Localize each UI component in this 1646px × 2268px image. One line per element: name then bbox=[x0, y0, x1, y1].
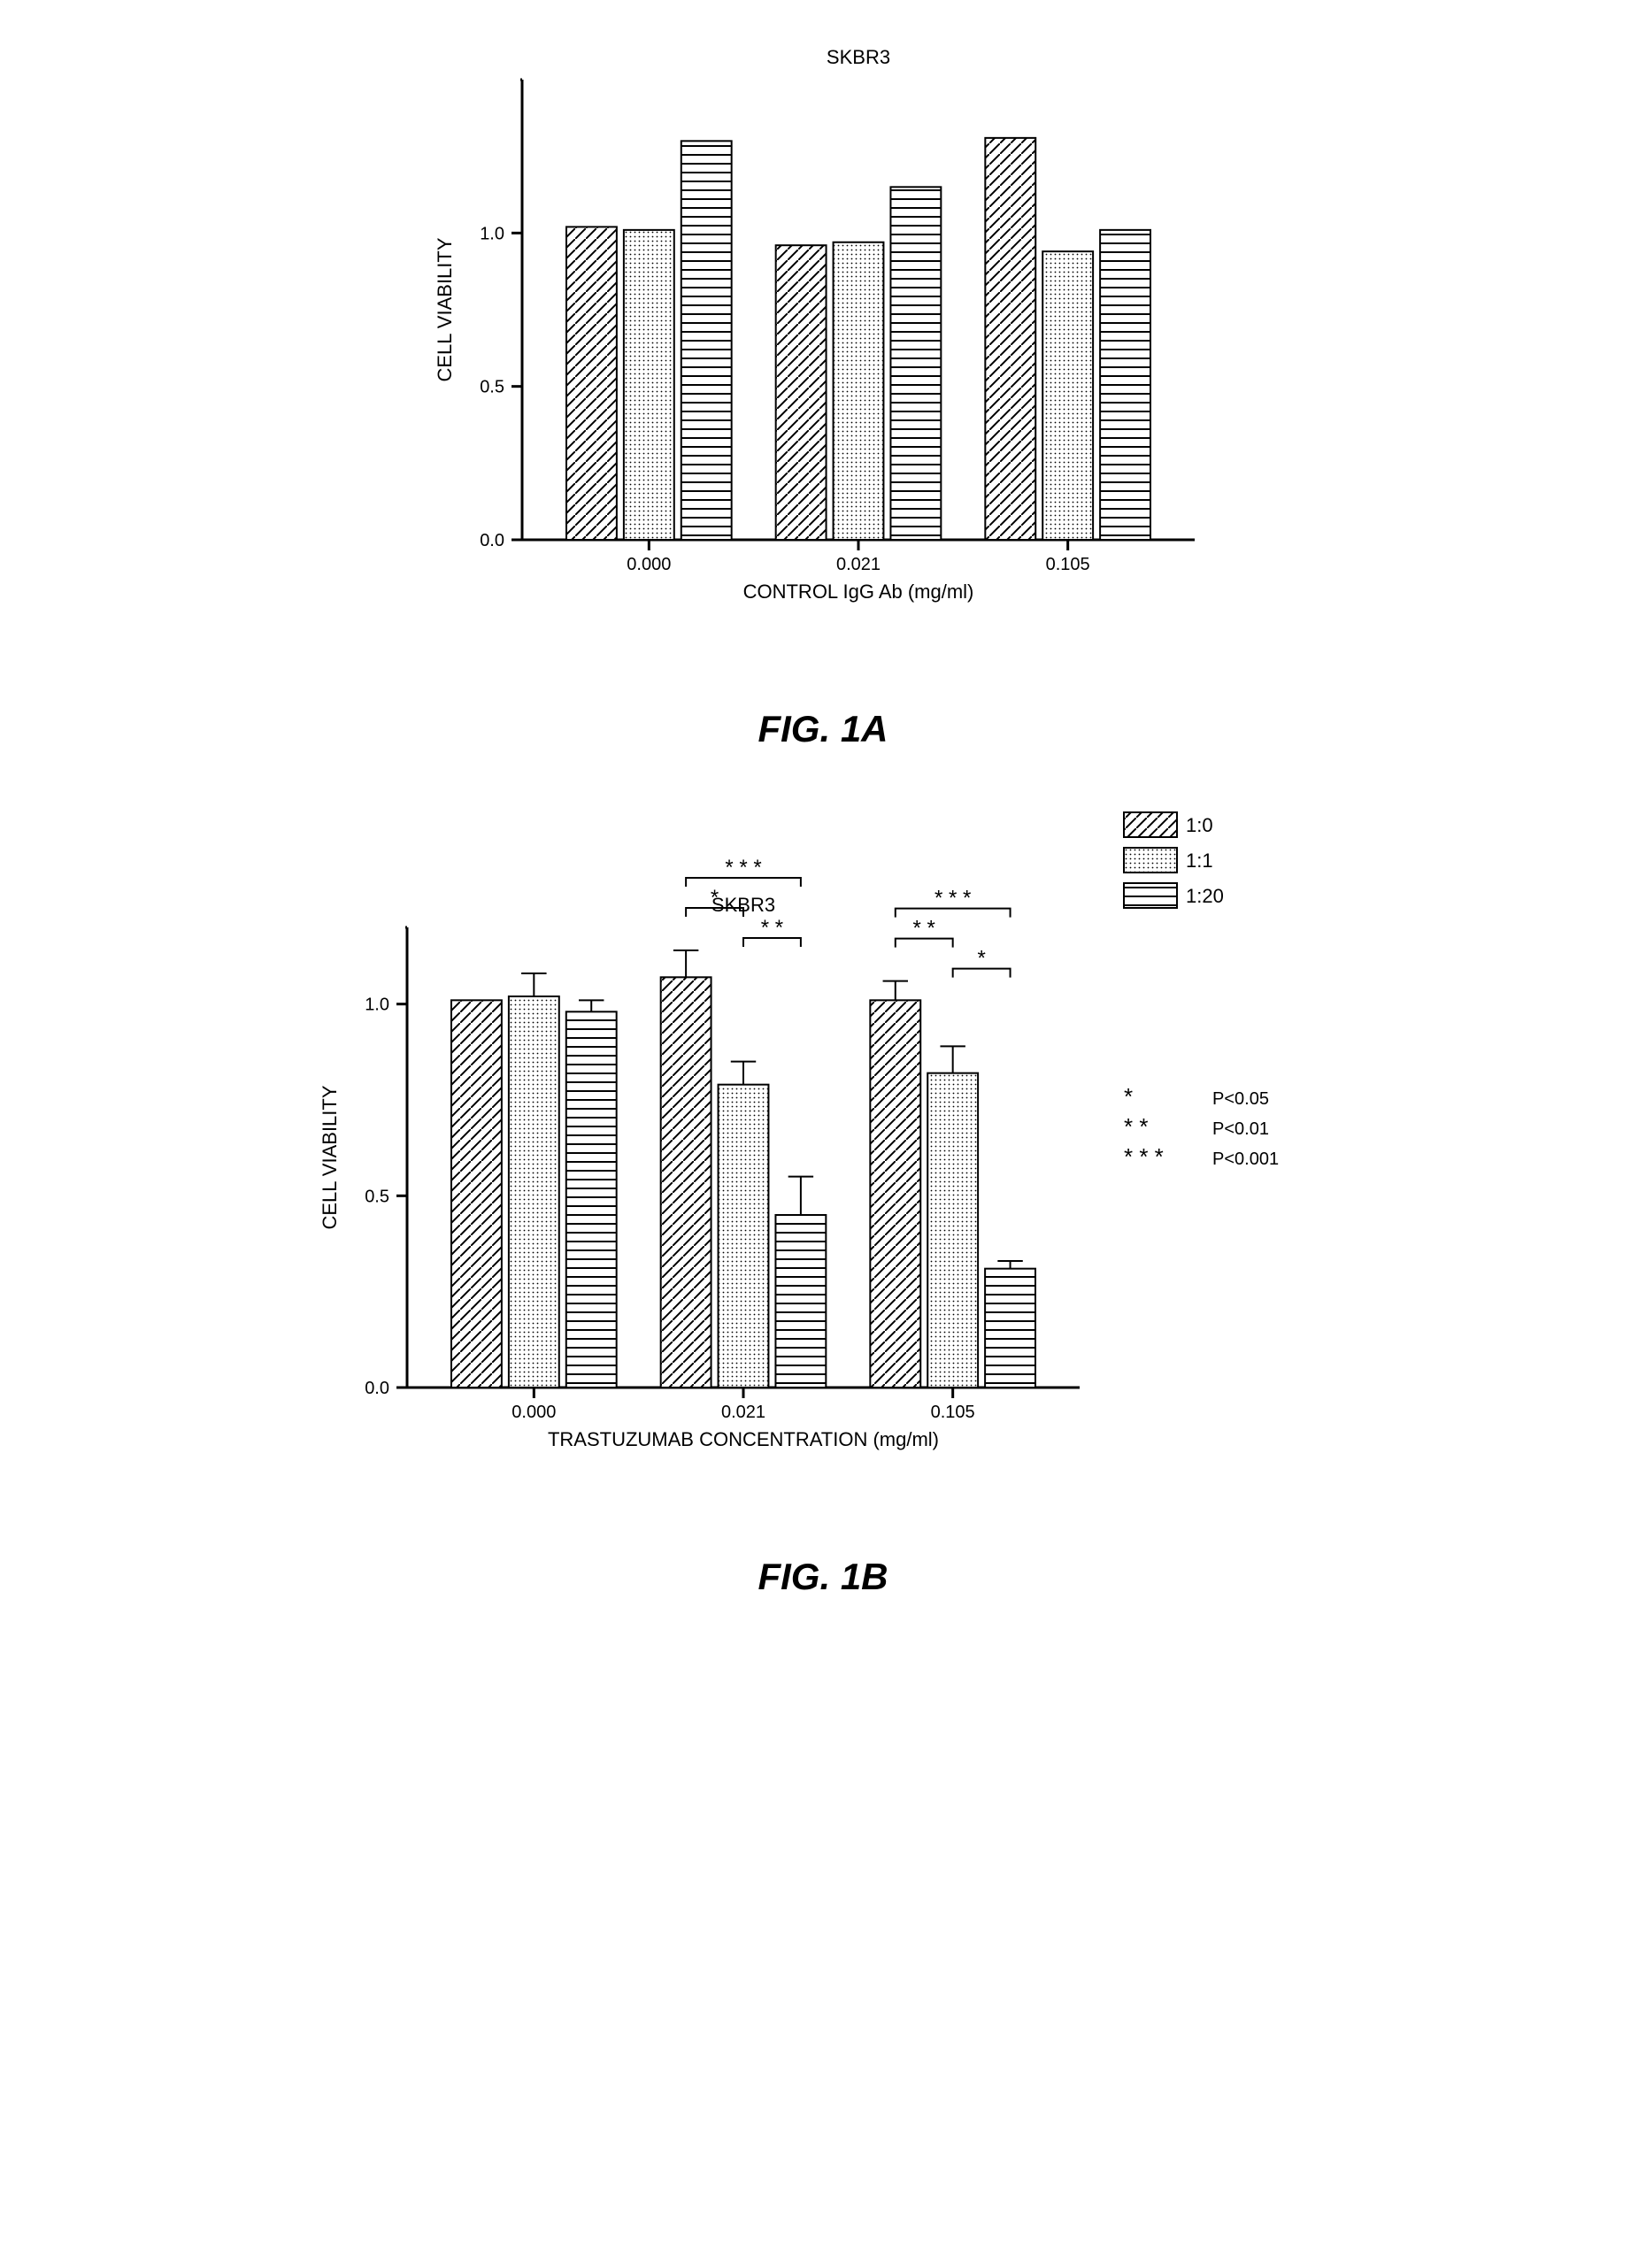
svg-text:0.105: 0.105 bbox=[931, 1403, 975, 1422]
svg-text:0.021: 0.021 bbox=[836, 555, 881, 574]
svg-text:P<0.01: P<0.01 bbox=[1212, 1119, 1269, 1139]
figure-1b-panel: 0.00.51.00.0000.0210.105SKBR3TRASTUZUMAB… bbox=[301, 786, 1345, 1494]
svg-text:0.105: 0.105 bbox=[1046, 555, 1090, 574]
figure-1b-label: FIG. 1B bbox=[758, 1556, 888, 1598]
figure-1b-chart: 0.00.51.00.0000.0210.105SKBR3TRASTUZUMAB… bbox=[301, 786, 1115, 1494]
figure-1a-label: FIG. 1A bbox=[758, 708, 888, 750]
svg-text:0.000: 0.000 bbox=[511, 1403, 556, 1422]
svg-text:CELL VIABILITY: CELL VIABILITY bbox=[319, 1085, 341, 1229]
svg-text:0.021: 0.021 bbox=[721, 1403, 765, 1422]
svg-text:0.5: 0.5 bbox=[480, 378, 504, 397]
svg-text:0.0: 0.0 bbox=[480, 531, 504, 550]
svg-text:* *: * * bbox=[761, 916, 783, 940]
svg-text:1:0: 1:0 bbox=[1186, 814, 1213, 836]
figure-1b-legend: 1:0 1:1 1:20 * P<0.05 * * P<0.01 * * * P<0.001 bbox=[1115, 786, 1345, 1246]
svg-text:*: * bbox=[711, 886, 719, 910]
svg-text:CONTROL IgG Ab (mg/ml): CONTROL IgG Ab (mg/ml) bbox=[743, 580, 974, 603]
svg-text:* *: * * bbox=[913, 917, 935, 941]
svg-text:*: * bbox=[977, 947, 985, 971]
svg-text:* * *: * * * bbox=[935, 887, 971, 911]
svg-text:1.0: 1.0 bbox=[480, 224, 504, 243]
svg-text:CELL VIABILITY: CELL VIABILITY bbox=[434, 237, 456, 381]
svg-text:0.5: 0.5 bbox=[365, 1187, 389, 1206]
svg-text:0.0: 0.0 bbox=[365, 1379, 389, 1398]
svg-text:1.0: 1.0 bbox=[365, 996, 389, 1015]
svg-text:P<0.05: P<0.05 bbox=[1212, 1089, 1269, 1109]
svg-text:1:20: 1:20 bbox=[1186, 885, 1224, 907]
figure-1a-chart: 0.0 0.5 1.0 0.000 0.021 0.105 SKBR3 CONTROL IgG… bbox=[416, 35, 1230, 646]
svg-text:1:1: 1:1 bbox=[1186, 850, 1213, 872]
svg-text:TRASTUZUMAB CONCENTRATION (mg/: TRASTUZUMAB CONCENTRATION (mg/ml) bbox=[548, 1428, 939, 1450]
svg-text:* * *: * * * bbox=[725, 856, 761, 880]
svg-text:0.000: 0.000 bbox=[627, 555, 671, 574]
svg-text:*: * bbox=[1124, 1083, 1133, 1110]
figure-1a-panel: 0.0 0.5 1.0 0.000 0.021 0.105 SKBR3 CONTROL IgG… bbox=[416, 35, 1230, 646]
svg-text:SKBR3: SKBR3 bbox=[827, 46, 890, 68]
svg-text:* * *: * * * bbox=[1124, 1143, 1164, 1170]
svg-text:P<0.001: P<0.001 bbox=[1212, 1149, 1279, 1169]
svg-text:* *: * * bbox=[1124, 1113, 1148, 1140]
